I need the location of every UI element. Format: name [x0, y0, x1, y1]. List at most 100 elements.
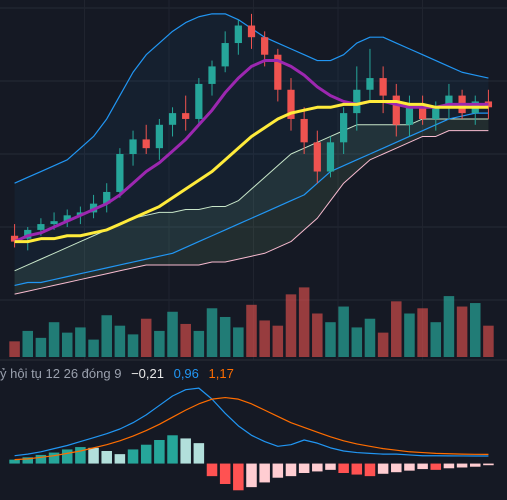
ma-fast-line	[13, 59, 489, 243]
candle-body	[129, 139, 137, 154]
volume-bar	[285, 294, 297, 357]
macd-histogram-bar	[259, 463, 270, 483]
macd-histogram-bar	[404, 463, 415, 471]
candle-body	[287, 89, 295, 119]
macd-histogram-bar	[430, 463, 442, 470]
candle-body	[168, 113, 177, 125]
candle-body	[340, 113, 348, 143]
volume-bar	[233, 327, 244, 357]
candle-body	[418, 107, 427, 119]
volume-bar	[9, 341, 20, 357]
macd-histogram-bar	[377, 463, 389, 474]
volume-bar	[364, 318, 376, 357]
macd-histogram-bar	[193, 443, 205, 464]
macd-histogram-bar	[483, 463, 494, 466]
macd-histogram-bar	[219, 463, 231, 484]
macd-legend-label: ỷ hội tụ 12 26 đóng 9	[0, 366, 122, 381]
candle-body	[234, 25, 242, 44]
candle-body	[37, 224, 45, 230]
candle-body	[379, 78, 387, 96]
macd-histogram-bar	[88, 447, 99, 464]
macd-histogram-bar	[101, 451, 112, 464]
volume-bar	[101, 315, 112, 357]
candle-body	[366, 78, 374, 90]
candle-body	[247, 25, 256, 38]
macd-histogram-bar	[391, 463, 402, 473]
volume-bar	[443, 296, 455, 357]
macd-histogram-bar	[75, 447, 86, 464]
macd-legend-signal: 1,17	[208, 366, 234, 381]
macd-histogram-bar	[167, 435, 178, 464]
candle-body	[10, 235, 19, 242]
macd-histogram-bar	[351, 463, 363, 475]
candle-body	[326, 142, 335, 172]
macd-histogram-bar	[127, 449, 139, 464]
macd-histogram-bar	[180, 438, 191, 464]
macd-histogram-bar	[272, 463, 284, 478]
macd-histogram-bar	[22, 457, 34, 464]
macd-histogram-bar	[469, 463, 481, 467]
volume-bar	[377, 332, 389, 357]
candle-body	[313, 142, 321, 172]
volume-bar	[61, 332, 73, 357]
macd-histogram-bar	[114, 454, 126, 464]
macd-histogram-bar	[417, 463, 428, 470]
volume-bar	[219, 316, 231, 357]
volume-bar	[469, 303, 481, 357]
volume-bar	[167, 311, 178, 357]
volume-bar	[246, 304, 257, 357]
candle-body	[142, 139, 150, 149]
candle-body	[63, 215, 71, 222]
volume-bar	[127, 334, 139, 357]
volume-bar	[338, 306, 349, 357]
candle-body	[182, 113, 190, 119]
volume-bar	[206, 308, 218, 357]
macd-histogram-bar	[285, 463, 297, 477]
volume-bar	[88, 339, 99, 357]
volume-bar	[193, 330, 205, 357]
cloud-fill	[14, 118, 489, 295]
macd-legend-macd: 0,96	[173, 366, 199, 381]
macd-histogram-bar	[233, 463, 244, 491]
macd-histogram-bar	[312, 463, 323, 472]
ma-slow-line	[14, 99, 489, 244]
macd-histogram-bar	[338, 463, 349, 473]
macd-histogram-bar	[325, 463, 336, 470]
candle-body	[445, 95, 453, 108]
volume-bar	[22, 330, 34, 357]
candle-body	[274, 54, 282, 90]
volume-bar	[456, 306, 468, 357]
volume-bar	[325, 322, 336, 357]
macd-histogram-bar	[154, 440, 165, 464]
volume-bar	[391, 301, 402, 357]
macd-histogram-bar	[61, 449, 73, 464]
candle-body	[103, 191, 111, 204]
volume-bar	[404, 313, 415, 357]
candle-body	[432, 107, 440, 119]
macd-legend-hist: −0,21	[131, 366, 164, 381]
macd-histogram-bar	[140, 444, 152, 464]
macd-histogram-bar	[456, 463, 468, 468]
volume-bar	[140, 318, 152, 357]
candle-body	[353, 89, 361, 114]
macd-histogram-bar	[48, 452, 60, 464]
candle-body	[195, 83, 203, 119]
volume-bar	[430, 322, 442, 357]
macd-legend: ỷ hội tụ 12 26 đóng 9 −0,21 0,96 1,17	[0, 366, 240, 381]
volume-bar	[75, 327, 86, 357]
macd-histogram-bar	[298, 463, 310, 473]
macd-line	[14, 387, 489, 457]
signal-line	[14, 396, 489, 461]
volume-bar	[272, 325, 284, 357]
cloud-bottom-line	[14, 130, 489, 295]
volume-bar	[351, 327, 363, 357]
volume-bar	[48, 322, 60, 357]
candle-body	[208, 66, 216, 84]
candle-body	[261, 37, 269, 55]
volume-bar	[312, 313, 323, 357]
volume-bar	[114, 325, 126, 357]
candle-body	[116, 154, 124, 192]
macd-histogram-bar	[9, 459, 20, 464]
